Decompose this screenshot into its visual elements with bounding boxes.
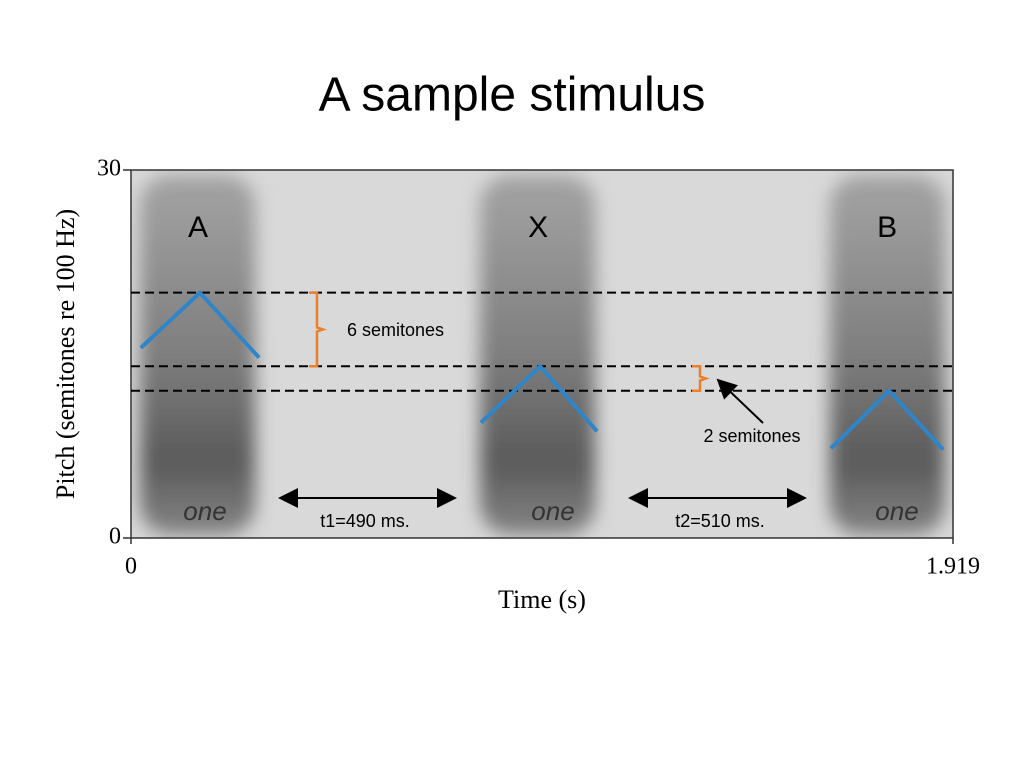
bracket [309,291,327,368]
interval-label: t2=510 ms. [675,511,765,531]
spectrogram [140,175,945,535]
y-axis-label: Pitch (semitones re 100 Hz) [51,209,80,499]
chart-layer: 0 30 0 1.919 A X B 6 semitones 2 semitones t1=490… [97,156,980,580]
pointer-arrow [716,378,764,424]
series-label: B [877,211,897,244]
plot-frame [130,169,954,539]
word-label: one [531,496,574,526]
y-tick-label: 0 [109,524,121,550]
annotation: 6 semitones [347,320,444,340]
pitch-contour [479,364,599,433]
series-label: X [528,211,548,244]
y-tick-label: 30 [97,156,121,182]
annotation: 2 semitones [703,426,800,446]
x-tick-label: 0 [125,554,137,580]
word-label: one [183,496,226,526]
word-label: one [875,496,918,526]
x-tick-label: 1.919 [926,554,980,580]
series-label: A [188,211,208,244]
slide-title: A sample stimulus [319,69,706,122]
pitch-contour [829,388,945,452]
pitch-contour [139,290,261,360]
x-axis-label: Time (s) [498,585,586,614]
interval-label: t1=490 ms. [320,511,410,531]
bracket [692,365,710,393]
